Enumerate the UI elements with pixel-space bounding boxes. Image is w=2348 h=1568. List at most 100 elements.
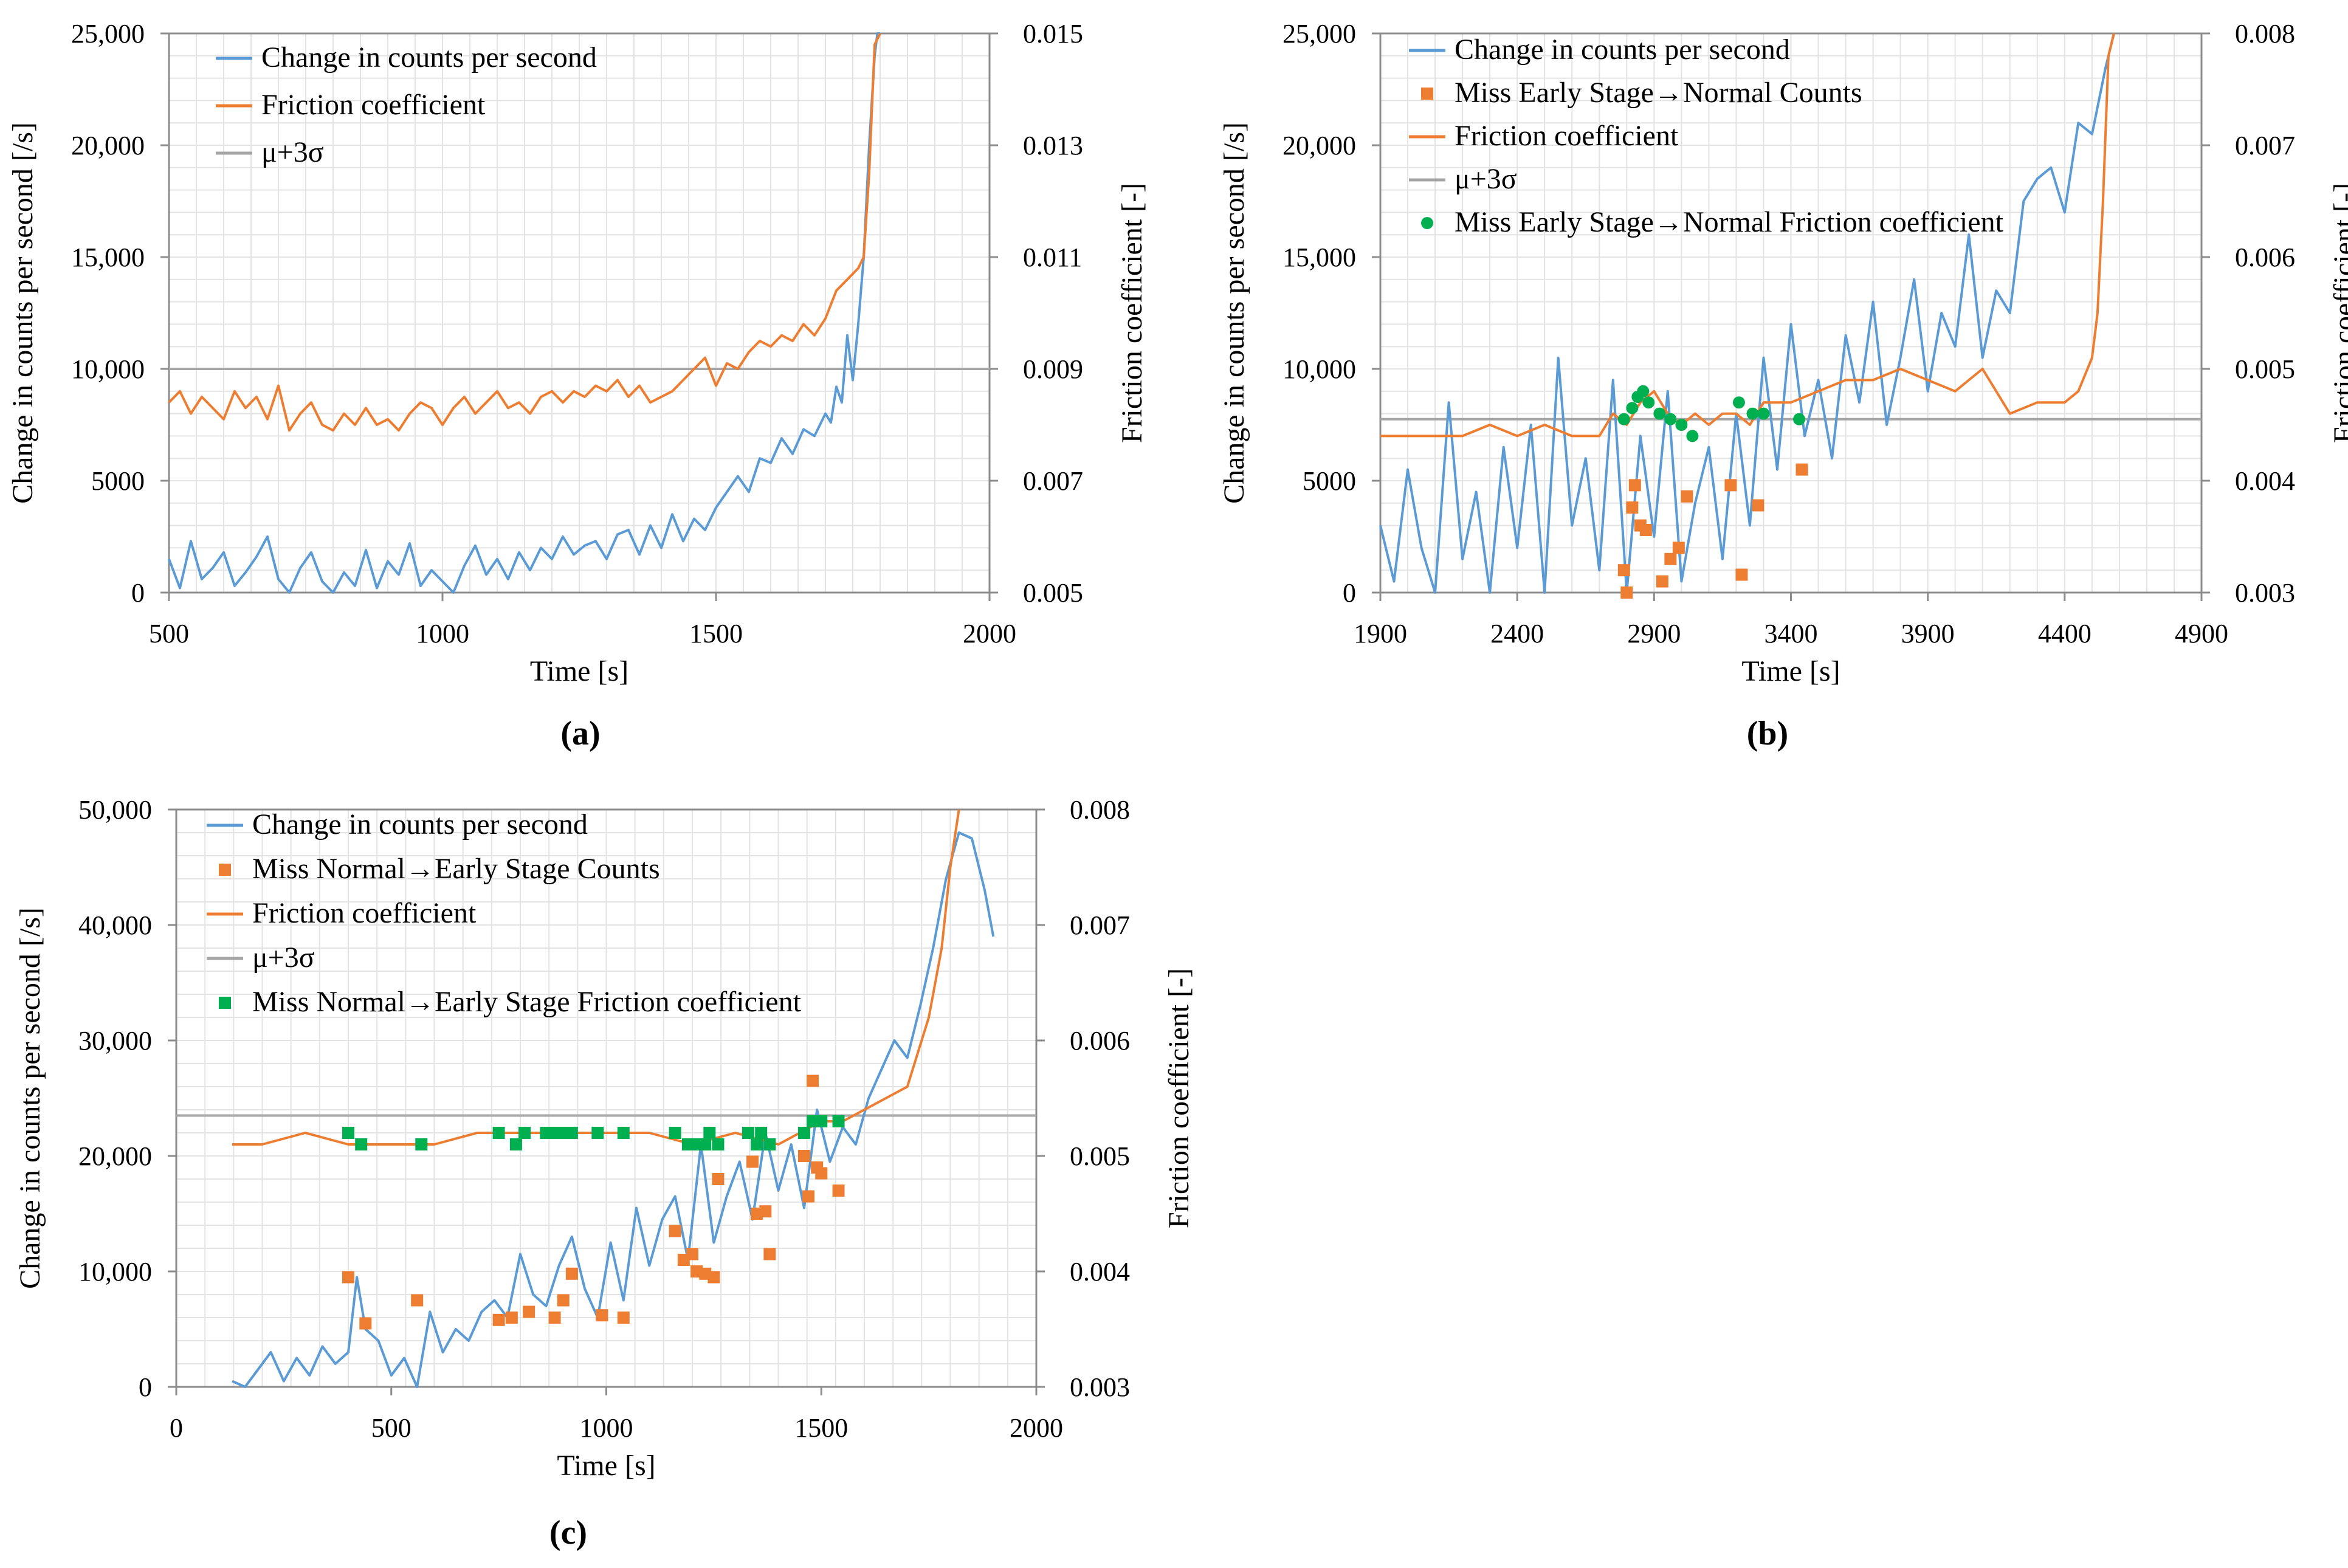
legend-entry: μ+3σ	[1455, 163, 1517, 195]
y2-tick-label: 0.009	[1023, 354, 1083, 384]
scatter-point	[1681, 490, 1693, 503]
x-tick-label: 2400	[1490, 619, 1544, 648]
legend-swatch	[219, 997, 231, 1009]
legend-entry: Friction coefficient	[252, 897, 477, 929]
y2-tick-label: 0.008	[1070, 795, 1130, 825]
y2-tick-label: 0.013	[1023, 131, 1083, 160]
x-tick-label: 500	[149, 619, 189, 648]
y-tick-label: 25,000	[1282, 19, 1356, 49]
scatter-point	[1672, 542, 1685, 554]
y-tick-label: 20,000	[1282, 131, 1356, 160]
y2-tick-label: 0.004	[1070, 1257, 1130, 1287]
scatter-point	[669, 1127, 681, 1139]
scatter-point	[342, 1127, 354, 1139]
y2-tick-label: 0.015	[1023, 19, 1083, 49]
chart-panel-2: 1900 2400 2900 3400 3900 4400 4900 0 5000 10,000 1…	[1218, 19, 2348, 752]
y-tick-label: 20,000	[78, 1141, 152, 1171]
series-line-friction-coefficient	[1380, 33, 2115, 438]
scatter-point	[411, 1294, 424, 1307]
scatter-point	[1757, 407, 1770, 420]
legend-entry: Friction coefficient	[261, 89, 486, 121]
y2-axis-title: Friction coefficient [-]	[1163, 968, 1195, 1228]
scatter-point	[802, 1190, 815, 1203]
y2-tick-label: 0.005	[1023, 578, 1083, 608]
y2-tick-label: 0.005	[1070, 1141, 1130, 1171]
x-tick-label: 1500	[689, 619, 743, 648]
series-miss-early-stage-normal-friction-coefficient	[1617, 385, 1806, 442]
legend-swatch	[1421, 217, 1433, 229]
scatter-point	[712, 1138, 725, 1150]
scatter-point	[1628, 479, 1641, 492]
y2-tick-label: 0.006	[1070, 1026, 1130, 1056]
series-miss-normal-early-stage-counts	[342, 1075, 845, 1330]
scatter-point	[763, 1138, 776, 1150]
x-tick-label: 1900	[1354, 619, 1407, 648]
x-tick-label: 1000	[416, 619, 469, 648]
scatter-point	[617, 1312, 630, 1324]
legend-entry: Miss Normal→Early Stage Friction coeffic…	[252, 986, 802, 1018]
scatter-point	[557, 1294, 570, 1307]
legend-entry: Miss Normal→Early Stage Counts	[252, 853, 660, 885]
scatter-point	[797, 1127, 810, 1139]
x-tick-label: 4900	[2175, 619, 2228, 648]
scatter-point	[807, 1075, 819, 1087]
y-tick-label: 5000	[91, 466, 145, 496]
scatter-point	[617, 1127, 630, 1139]
x-tick-label: 2000	[1010, 1413, 1063, 1443]
y2-tick-label: 0.007	[1070, 910, 1130, 940]
y-tick-label: 0	[1343, 578, 1356, 608]
y-tick-label: 15,000	[71, 242, 145, 272]
scatter-point	[699, 1138, 712, 1150]
scatter-point	[596, 1309, 608, 1322]
legend-swatch	[219, 864, 231, 876]
scatter-point	[518, 1127, 531, 1139]
scatter-point	[751, 1138, 763, 1150]
x-tick-label: 3400	[1764, 619, 1818, 648]
y2-tick-label: 0.004	[2235, 466, 2295, 496]
chart-panel-3: 0 500 1000 1500 2000 0 10,000 20,000 30,000 40,00…	[14, 795, 1195, 1552]
scatter-point	[355, 1138, 368, 1150]
legend-entry: Miss Early Stage→Normal Counts	[1455, 77, 1862, 109]
y-tick-label: 10,000	[78, 1257, 152, 1287]
x-tick-label: 0	[170, 1413, 183, 1443]
scatter-point	[1639, 523, 1652, 536]
scatter-point	[815, 1167, 828, 1180]
y-tick-label: 5000	[1303, 466, 1356, 496]
scatter-point	[1637, 385, 1650, 397]
scatter-point	[505, 1312, 518, 1324]
scatter-point	[1793, 413, 1806, 425]
scatter-point	[509, 1138, 522, 1150]
scatter-point	[1686, 430, 1699, 442]
scatter-point	[359, 1317, 372, 1330]
scatter-point	[759, 1205, 772, 1218]
scatter-point	[548, 1312, 561, 1324]
scatter-point	[1626, 402, 1639, 414]
y2-tick-label: 0.007	[1023, 466, 1083, 496]
series-miss-early-stage-normal-counts	[1617, 463, 1808, 599]
scatter-point	[1746, 407, 1759, 420]
y-tick-label: 20,000	[71, 131, 145, 160]
scatter-point	[742, 1127, 754, 1139]
y2-tick-label: 0.006	[2235, 242, 2295, 272]
legend-entry: Friction coefficient	[1455, 120, 1679, 152]
legend-entry: Change in counts per second	[261, 41, 597, 74]
scatter-point	[1617, 564, 1630, 577]
y-tick-label: 15,000	[1282, 242, 1356, 272]
plot-frame	[168, 32, 991, 594]
x-axis-title: Time [s]	[557, 1449, 655, 1482]
scatter-point	[1752, 499, 1764, 512]
legend-swatch	[1421, 88, 1433, 100]
series-miss-normal-early-stage-friction-coefficient	[342, 1115, 845, 1150]
y-axis-title: Change in counts per second [/s]	[1218, 122, 1250, 504]
y2-tick-label: 0.003	[1070, 1372, 1130, 1402]
legend-entry: Miss Early Stage→Normal Friction coeffic…	[1455, 206, 2004, 238]
scatter-point	[523, 1305, 535, 1318]
series-line-change-in-counts-per-second	[232, 831, 995, 1388]
y2-axis-title: Friction coefficient [-]	[1116, 183, 1148, 443]
y2-axis-title: Friction coefficient [-]	[2328, 183, 2348, 443]
scatter-point	[712, 1173, 725, 1185]
scatter-point	[342, 1271, 354, 1284]
panel-label: (b)	[1747, 715, 1788, 752]
y-axis-title: Change in counts per second [/s]	[14, 907, 46, 1289]
panel-label: (c)	[549, 1514, 587, 1552]
